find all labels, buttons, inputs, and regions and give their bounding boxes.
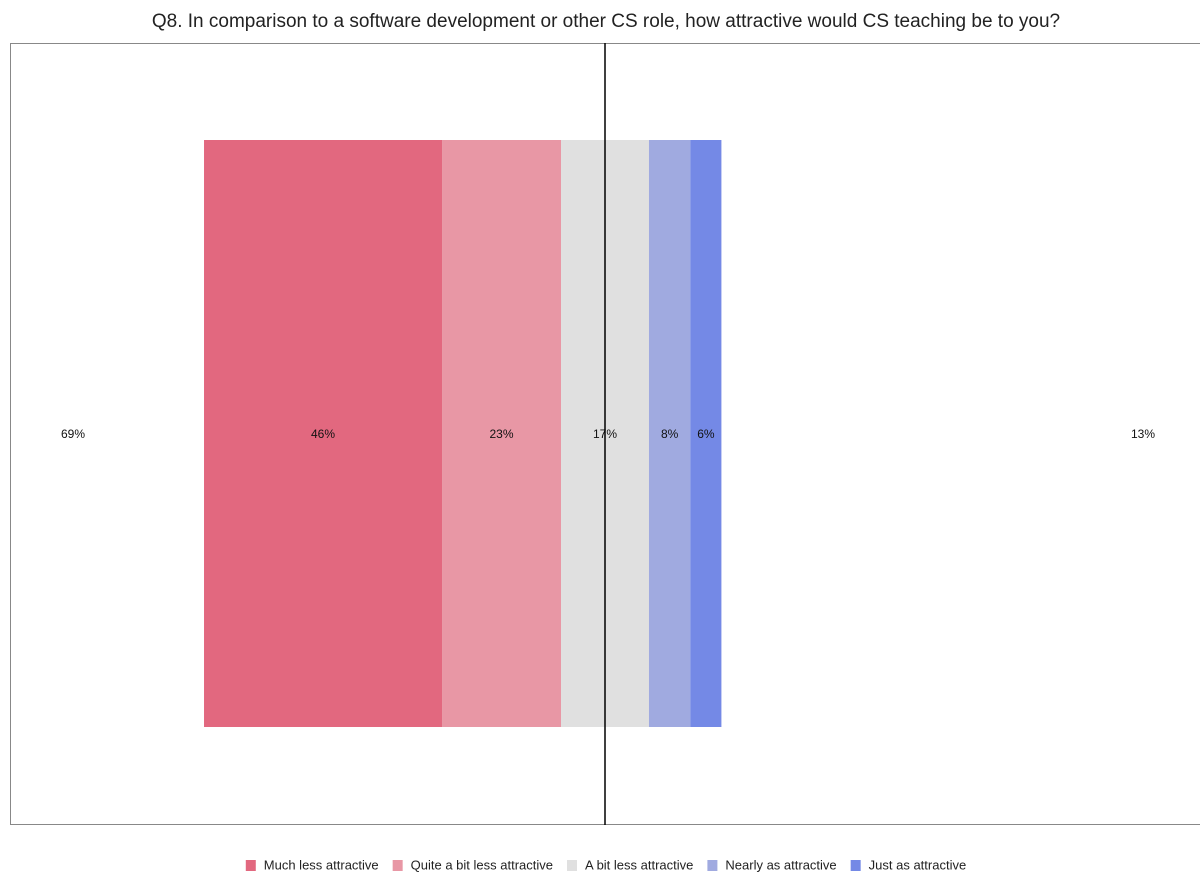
legend-label: Much less attractive: [264, 857, 379, 872]
legend-label: Just as attractive: [869, 857, 967, 872]
bar-segment: [690, 140, 722, 727]
data-label: 23%: [490, 427, 514, 441]
data-label: 46%: [311, 427, 335, 441]
data-label: 8%: [661, 427, 679, 441]
legend-swatch: [850, 860, 861, 871]
legend-swatch: [245, 860, 256, 871]
bar-segment: [648, 140, 691, 727]
plot-frame: [10, 43, 1200, 825]
legend-swatch: [707, 860, 718, 871]
legend-label: A bit less attractive: [585, 857, 693, 872]
total-label: 13%: [1131, 427, 1155, 441]
chart-title: Q8. In comparison to a software developm…: [152, 11, 1060, 32]
legend-swatch: [567, 860, 578, 871]
legend-label: Quite a bit less attractive: [411, 857, 553, 872]
bar-segment: [442, 140, 562, 727]
bar-segment: [204, 140, 443, 727]
total-label: 69%: [61, 427, 85, 441]
data-label: 6%: [697, 427, 715, 441]
legend-label: Nearly as attractive: [725, 857, 836, 872]
legend-swatch: [392, 860, 403, 871]
